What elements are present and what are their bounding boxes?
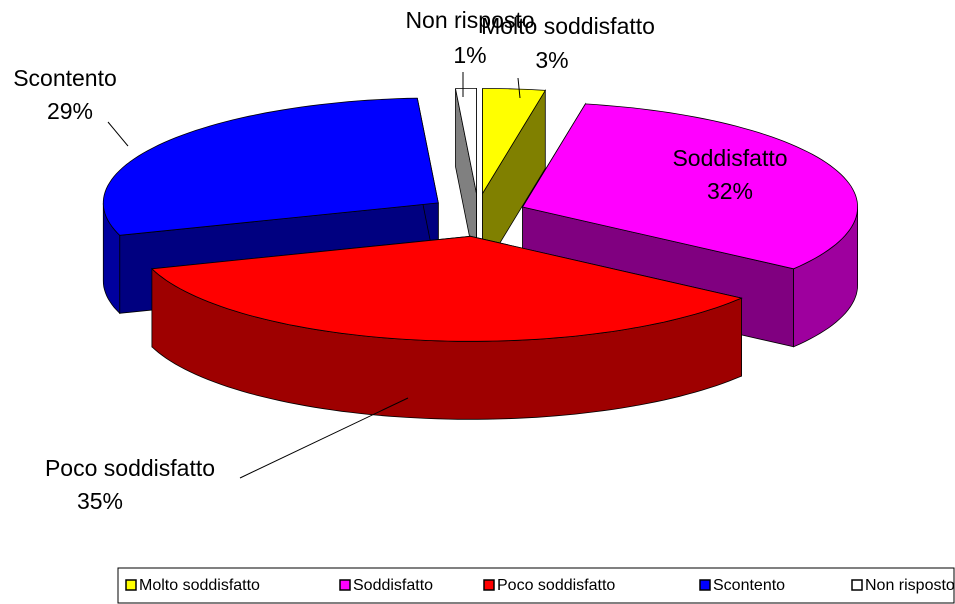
slice-top (102, 97, 439, 236)
legend-box (117, 567, 955, 604)
slice-value-label: 32% (707, 178, 753, 204)
legend-swatch (125, 579, 137, 591)
slice-top (482, 88, 546, 195)
slice-value-label: 3% (535, 47, 568, 73)
legend-swatch (851, 579, 863, 591)
slice-label: Non risposto (405, 7, 534, 33)
slice-label: Scontento (13, 65, 117, 91)
slice-value-label: 35% (77, 488, 123, 514)
legend-label: Soddisfatto (353, 577, 433, 594)
legend-label: Scontento (713, 577, 785, 594)
leader-line (517, 77, 521, 99)
slice-label: Molto soddisfatto (481, 13, 655, 39)
slice (150, 235, 743, 420)
legend-swatch (699, 579, 711, 591)
slice-value-label: 1% (453, 42, 486, 68)
slice-value-label: 29% (47, 98, 93, 124)
slice-label: Soddisfatto (672, 145, 787, 171)
slice-top (455, 88, 477, 194)
leader-line (107, 121, 129, 147)
legend-label: Poco soddisfatto (497, 577, 615, 594)
slice-top (150, 235, 743, 342)
legend-swatch (339, 579, 351, 591)
leader-line (239, 397, 409, 479)
legend-label: Non risposto (865, 577, 955, 594)
legend-swatch (483, 579, 495, 591)
slice-label: Poco soddisfatto (45, 455, 215, 481)
legend-label: Molto soddisfatto (139, 577, 260, 594)
slice-top (521, 103, 859, 270)
